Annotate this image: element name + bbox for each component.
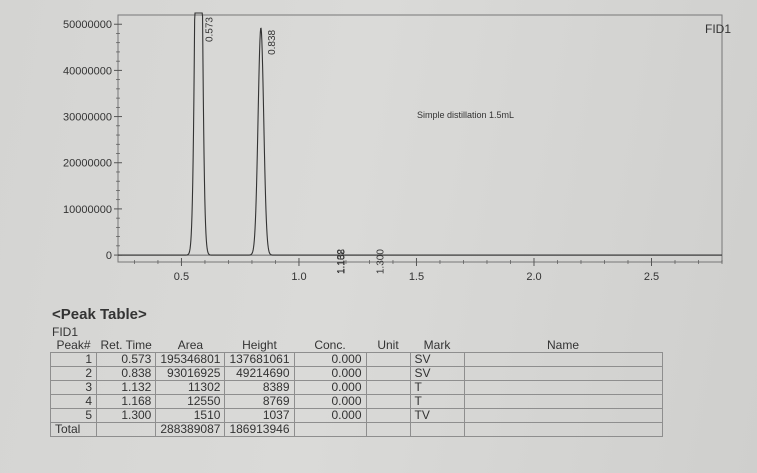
col-peak-cell: 1 — [50, 352, 97, 367]
col-peak-cell: Total — [50, 422, 97, 437]
x-tick-label: 2.5 — [644, 271, 659, 283]
col-area-cell: 1510 — [155, 408, 226, 423]
col-unit-cell — [365, 394, 411, 409]
x-tick-label: 1.5 — [409, 271, 424, 283]
col-conc-cell: 0.000 — [293, 408, 367, 423]
col-conc-cell: 0.000 — [293, 394, 367, 409]
col-name-header: Name — [547, 338, 580, 352]
peak-table-row: 4 1.168 12550 8769 0.000 T — [50, 394, 663, 409]
col-area-header: Area — [177, 338, 204, 352]
col-height-header: Height — [242, 338, 277, 352]
col-height-cell: 8389 — [224, 380, 295, 395]
peak-table-row: 2 0.838 93016925 49214690 0.000 SV — [50, 366, 663, 381]
peak-label: 1.300 — [376, 249, 387, 274]
y-tick-label: 10000000 — [63, 204, 112, 216]
chromatogram-trace — [118, 12, 722, 256]
col-conc-cell: 0.000 — [293, 352, 367, 367]
chromatogram-chart: 0 10000000 20000000 30000000 40000000 5000000… — [63, 12, 731, 283]
col-mark-cell: T — [409, 380, 465, 395]
col-area-cell: 195346801 — [155, 352, 226, 367]
x-tick-label: 2.0 — [526, 271, 541, 283]
peak-label: 0.573 — [205, 17, 216, 42]
col-ret-time-cell: 0.838 — [95, 366, 157, 381]
col-area-cell: 93016925 — [155, 366, 226, 381]
col-mark-header: Mark — [423, 338, 451, 352]
col-conc-cell — [293, 422, 367, 437]
y-tick-label: 0 — [106, 250, 112, 262]
peak-label: 1.168 — [336, 249, 347, 274]
col-height-cell: 1037 — [224, 408, 295, 423]
x-tick-label: 0.5 — [174, 271, 189, 283]
col-unit-cell — [365, 422, 411, 437]
col-height-cell: 137681061 — [224, 352, 295, 367]
col-ret-time-cell: 1.300 — [95, 408, 157, 423]
peak-table: Peak# Ret. Time Area Height Conc. Unit M… — [50, 339, 663, 437]
peak-table-row: 3 1.132 11302 8389 0.000 T — [50, 380, 663, 395]
peak-table-total-row: Total 288389087 186913946 — [50, 422, 663, 437]
col-ret-time-header: Ret. Time — [100, 338, 152, 352]
col-area-cell: 288389087 — [155, 422, 226, 437]
col-ret-time-cell: 0.573 — [95, 352, 157, 367]
peak-label: 0.838 — [267, 29, 278, 54]
col-conc-cell: 0.000 — [293, 366, 367, 381]
col-mark-cell: TV — [409, 408, 465, 423]
detector-label: FID1 — [705, 22, 731, 36]
col-height-cell: 186913946 — [224, 422, 295, 437]
y-tick-label: 40000000 — [63, 65, 112, 77]
col-unit-cell — [365, 366, 411, 381]
col-name-cell — [463, 366, 663, 381]
col-peak-cell: 5 — [50, 408, 97, 423]
col-ret-time-cell: 1.132 — [95, 380, 157, 395]
col-ret-time-cell — [95, 422, 157, 437]
col-height-cell: 8769 — [224, 394, 295, 409]
col-unit-cell — [365, 408, 411, 423]
col-unit-cell — [365, 380, 411, 395]
peak-label: 1.132 — [336, 249, 347, 274]
chart-annotation: Simple distillation 1.5mL — [417, 110, 514, 120]
col-name-cell — [463, 394, 663, 409]
peak-table-row: 5 1.300 1510 1037 0.000 TV — [50, 408, 663, 423]
col-name-cell — [463, 408, 663, 423]
peak-table-detector: FID1 — [52, 325, 79, 339]
col-mark-cell: SV — [409, 366, 465, 381]
col-mark-cell: SV — [409, 352, 465, 367]
col-peak-cell: 3 — [50, 380, 97, 395]
col-unit-cell — [365, 352, 411, 367]
x-tick-label: 1.0 — [291, 271, 306, 283]
y-tick-label: 50000000 — [63, 19, 112, 31]
peak-table-header-row: Peak# Ret. Time Area Height Conc. Unit M… — [51, 339, 663, 353]
plot-frame — [117, 14, 723, 263]
col-conc-header: Conc. — [314, 338, 346, 352]
col-name-cell — [463, 422, 663, 437]
col-name-cell — [463, 380, 663, 395]
col-peak-cell: 4 — [50, 394, 97, 409]
col-peak-cell: 2 — [50, 366, 97, 381]
col-name-cell — [463, 352, 663, 367]
y-tick-label: 30000000 — [63, 112, 112, 124]
y-tick-label: 20000000 — [63, 158, 112, 170]
col-height-cell: 49214690 — [224, 366, 295, 381]
col-area-cell: 11302 — [155, 380, 226, 395]
col-mark-cell: T — [409, 394, 465, 409]
col-conc-cell: 0.000 — [293, 380, 367, 395]
col-mark-cell — [409, 422, 465, 437]
col-peak-header: Peak# — [56, 338, 91, 352]
col-ret-time-cell: 1.168 — [95, 394, 157, 409]
peak-table-row: 1 0.573 195346801 137681061 0.000 SV — [50, 352, 663, 367]
peak-table-title: <Peak Table> — [52, 306, 147, 323]
col-area-cell: 12550 — [155, 394, 226, 409]
col-unit-header: Unit — [377, 338, 399, 352]
